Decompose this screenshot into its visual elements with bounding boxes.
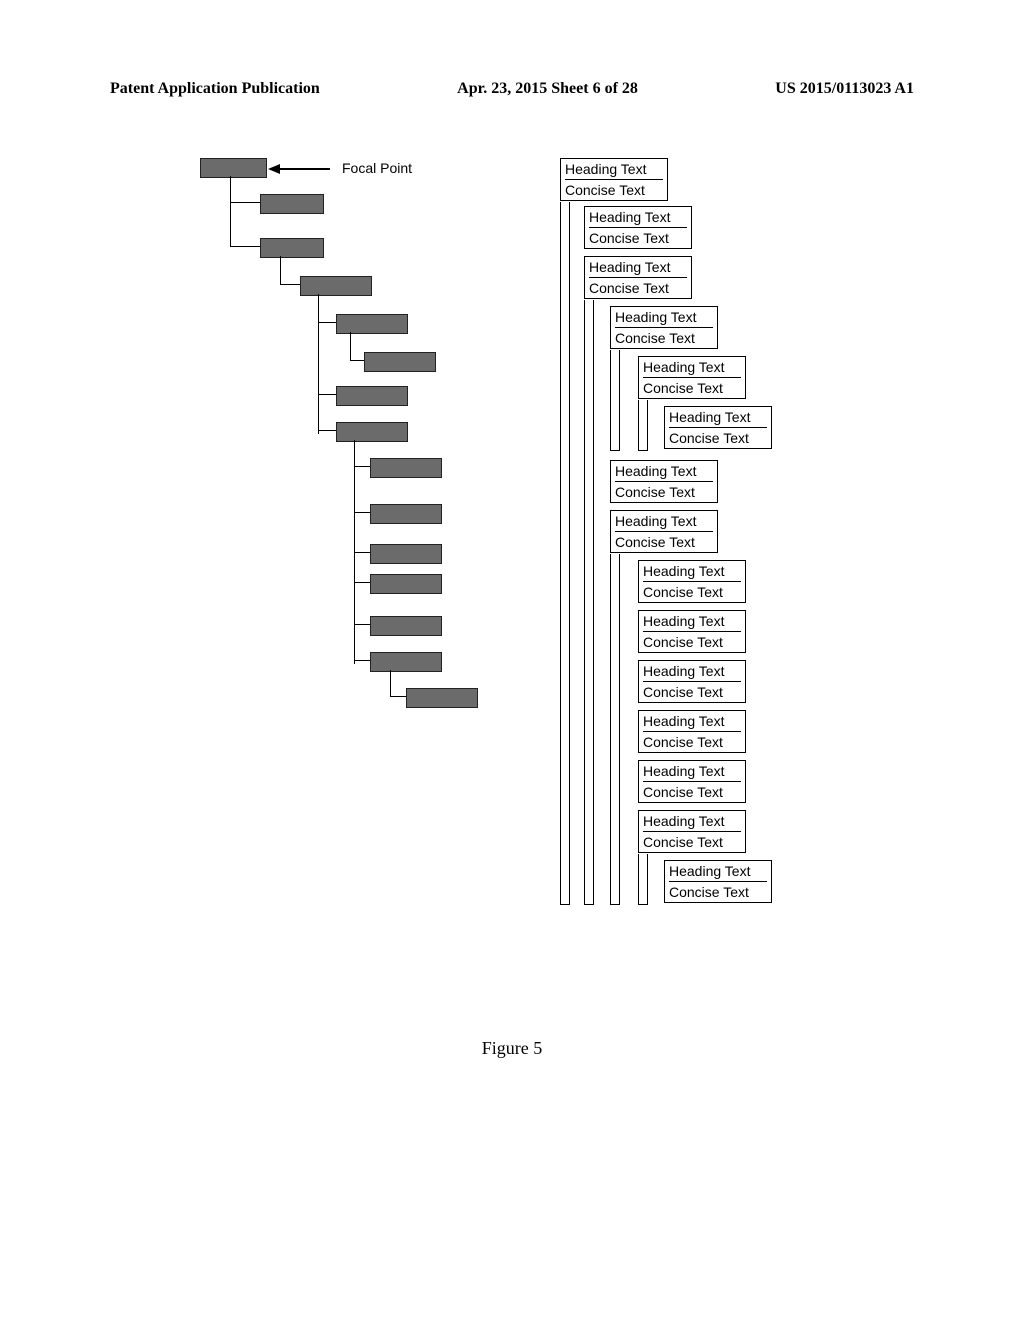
tree-connector: [390, 696, 406, 697]
text-node-box: Heading TextConcise Text: [664, 406, 772, 449]
text-node-box: Heading TextConcise Text: [584, 206, 692, 249]
tree-side-bar: [638, 854, 648, 905]
tree-connector: [354, 624, 370, 625]
concise-text: Concise Text: [589, 227, 687, 248]
tree-node-box: [370, 652, 442, 672]
concise-text: Concise Text: [643, 831, 741, 852]
tree-side-bar: [638, 400, 648, 451]
heading-text: Heading Text: [669, 407, 767, 427]
tree-connector: [230, 176, 231, 246]
figure-caption: Figure 5: [0, 1038, 1024, 1059]
tree-connector: [280, 284, 300, 285]
tree-side-bar: [560, 202, 570, 905]
page-header: Patent Application Publication Apr. 23, …: [0, 0, 1024, 98]
tree-node-box: [260, 238, 324, 258]
text-node-box: Heading TextConcise Text: [610, 306, 718, 349]
text-node-box: Heading TextConcise Text: [638, 560, 746, 603]
tree-connector: [350, 332, 351, 360]
heading-text: Heading Text: [615, 511, 713, 531]
concise-text: Concise Text: [615, 327, 713, 348]
tree-node-box: [370, 504, 442, 524]
focal-point-arrow: [268, 162, 338, 181]
heading-text: Heading Text: [643, 611, 741, 631]
text-node-box: Heading TextConcise Text: [664, 860, 772, 903]
figure-area: Focal Point Heading TextConcise TextHead…: [0, 158, 1024, 998]
tree-connector: [318, 294, 319, 434]
tree-connector: [354, 582, 370, 583]
heading-text: Heading Text: [643, 711, 741, 731]
tree-connector: [318, 322, 336, 323]
concise-text: Concise Text: [643, 581, 741, 602]
tree-connector: [354, 466, 370, 467]
text-node-box: Heading TextConcise Text: [610, 460, 718, 503]
concise-text: Concise Text: [643, 631, 741, 652]
tree-connector: [354, 512, 370, 513]
concise-text: Concise Text: [643, 731, 741, 752]
text-node-box: Heading TextConcise Text: [638, 710, 746, 753]
text-node-box: Heading TextConcise Text: [638, 610, 746, 653]
text-node-box: Heading TextConcise Text: [638, 810, 746, 853]
tree-node-box: [200, 158, 267, 178]
tree-connector: [390, 670, 391, 696]
tree-connector: [354, 552, 370, 553]
text-node-box: Heading TextConcise Text: [560, 158, 668, 201]
heading-text: Heading Text: [669, 861, 767, 881]
text-node-box: Heading TextConcise Text: [610, 510, 718, 553]
tree-connector: [230, 246, 260, 247]
heading-text: Heading Text: [643, 661, 741, 681]
header-left: Patent Application Publication: [110, 80, 320, 98]
concise-text: Concise Text: [643, 781, 741, 802]
tree-connector: [230, 202, 260, 203]
concise-text: Concise Text: [643, 681, 741, 702]
tree-node-box: [370, 458, 442, 478]
text-node-box: Heading TextConcise Text: [584, 256, 692, 299]
concise-text: Concise Text: [615, 481, 713, 502]
tree-connector: [280, 256, 281, 284]
concise-text: Concise Text: [589, 277, 687, 298]
tree-side-bar: [584, 300, 594, 905]
heading-text: Heading Text: [643, 561, 741, 581]
header-right: US 2015/0113023 A1: [775, 80, 914, 98]
concise-text: Concise Text: [669, 427, 767, 448]
tree-node-box: [370, 574, 442, 594]
heading-text: Heading Text: [589, 257, 687, 277]
heading-text: Heading Text: [643, 357, 741, 377]
concise-text: Concise Text: [565, 179, 663, 200]
heading-text: Heading Text: [615, 307, 713, 327]
tree-connector: [318, 394, 336, 395]
tree-side-bar: [610, 554, 620, 905]
concise-text: Concise Text: [669, 881, 767, 902]
text-node-box: Heading TextConcise Text: [638, 356, 746, 399]
tree-side-bar: [610, 350, 620, 451]
text-node-box: Heading TextConcise Text: [638, 660, 746, 703]
heading-text: Heading Text: [565, 159, 663, 179]
tree-node-box: [370, 616, 442, 636]
tree-node-box: [300, 276, 372, 296]
tree-connector: [354, 660, 370, 661]
text-node-box: Heading TextConcise Text: [638, 760, 746, 803]
heading-text: Heading Text: [643, 761, 741, 781]
tree-connector: [318, 430, 336, 431]
tree-connector: [350, 360, 364, 361]
heading-text: Heading Text: [615, 461, 713, 481]
concise-text: Concise Text: [643, 377, 741, 398]
tree-node-box: [406, 688, 478, 708]
tree-node-box: [336, 386, 408, 406]
focal-point-label: Focal Point: [342, 160, 412, 176]
tree-node-box: [260, 194, 324, 214]
tree-node-box: [370, 544, 442, 564]
tree-node-box: [336, 422, 408, 442]
concise-text: Concise Text: [615, 531, 713, 552]
header-center: Apr. 23, 2015 Sheet 6 of 28: [457, 80, 638, 98]
tree-node-box: [336, 314, 408, 334]
heading-text: Heading Text: [643, 811, 741, 831]
heading-text: Heading Text: [589, 207, 687, 227]
tree-node-box: [364, 352, 436, 372]
